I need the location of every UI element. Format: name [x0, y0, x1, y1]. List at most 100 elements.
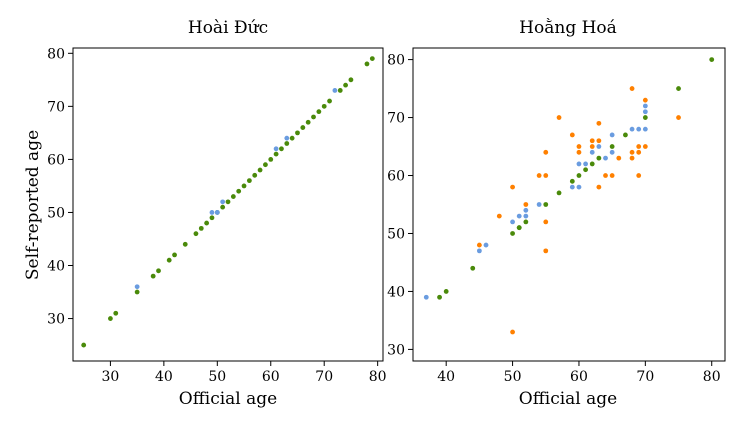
- scatter-point-orange: [642, 97, 648, 103]
- scatter-point-green: [337, 88, 343, 93]
- y-tick-label: 60: [387, 169, 405, 185]
- y-tick-label: 50: [387, 226, 405, 242]
- scatter-point-orange: [496, 213, 502, 219]
- scatter-point-orange: [556, 115, 562, 120]
- scatter-point-green: [305, 119, 311, 125]
- scatter-point-blue: [576, 161, 582, 167]
- panel-hoai-duc-frame: [72, 47, 384, 362]
- scatter-point-orange: [676, 115, 681, 120]
- scatter-point-green: [596, 155, 602, 161]
- y-tick-label: 80: [47, 46, 65, 62]
- panel-hoai-duc-points: [81, 56, 375, 348]
- scatter-point-green: [300, 125, 306, 130]
- scatter-point-blue: [476, 248, 482, 254]
- scatter-point-green: [589, 161, 595, 167]
- scatter-point-green: [241, 183, 247, 189]
- scatter-point-green: [443, 289, 449, 294]
- scatter-point-blue: [629, 126, 635, 132]
- scatter-point-orange: [629, 155, 635, 161]
- scatter-point-blue: [642, 103, 648, 109]
- scatter-point-green: [236, 188, 242, 194]
- scatter-point-green: [583, 167, 588, 173]
- scatter-point-green: [220, 204, 226, 210]
- scatter-point-orange: [543, 149, 549, 155]
- scatter-point-green: [252, 172, 258, 178]
- y-tick-label: 40: [47, 259, 65, 275]
- scatter-point-orange: [629, 149, 635, 155]
- scatter-point-green: [134, 289, 140, 295]
- scatter-point-blue: [510, 219, 515, 225]
- x-tick-label: 40: [155, 369, 173, 385]
- panel-hoang-hoa-xlabel: Official age: [519, 389, 617, 409]
- scatter-point-green: [204, 220, 210, 226]
- scatter-point-green: [113, 310, 119, 316]
- scatter-point-orange: [596, 120, 602, 126]
- scatter-point-green: [198, 225, 204, 231]
- panel-hoai-duc-xlabel: Official age: [179, 389, 277, 409]
- scatter-point-blue: [273, 146, 279, 152]
- panel-hoai-duc-ticks: 30 40 50 60 70 80 30 40 50 60 70 80: [47, 46, 386, 385]
- scatter-point-green: [437, 294, 442, 300]
- scatter-point-blue: [569, 184, 575, 190]
- x-tick-label: 50: [208, 369, 226, 385]
- panel-hoang-hoa-ticks: 40 50 60 70 80 30 40 50 60 70 80: [387, 53, 720, 385]
- scatter-point-green: [556, 190, 562, 196]
- scatter-point-orange: [603, 173, 608, 178]
- panel-hoai-duc-title: Hoài Đức: [188, 18, 268, 38]
- x-tick-label: 80: [703, 369, 721, 385]
- panel-hoang-hoa-frame: [412, 47, 726, 362]
- scatter-point-green: [470, 265, 476, 271]
- scatter-point-blue: [609, 149, 615, 155]
- scatter-point-green: [193, 231, 199, 237]
- scatter-point-orange: [589, 138, 595, 144]
- scatter-point-green: [182, 241, 188, 247]
- scatter-point-blue: [483, 242, 489, 248]
- scatter-point-orange: [636, 144, 642, 149]
- scatter-point-green: [172, 252, 177, 258]
- scatter-point-orange: [642, 144, 648, 149]
- x-tick-label: 40: [437, 369, 455, 385]
- scatter-point-blue: [642, 109, 648, 115]
- scatter-point-blue: [583, 161, 588, 167]
- y-tick-label: 40: [387, 284, 405, 300]
- x-tick-label: 50: [504, 369, 522, 385]
- x-tick-label: 80: [369, 369, 387, 385]
- scatter-point-green: [543, 202, 549, 207]
- scatter-point-blue: [576, 184, 582, 190]
- scatter-point-orange: [510, 184, 515, 190]
- scatter-point-green: [166, 257, 172, 263]
- scatter-point-blue: [523, 213, 529, 219]
- scatter-point-blue: [596, 144, 602, 149]
- scatter-point-green: [230, 194, 236, 199]
- y-tick-label: 30: [387, 342, 405, 358]
- scatter-point-orange: [510, 329, 515, 335]
- scatter-point-orange: [523, 202, 529, 207]
- scatter-point-green: [289, 135, 295, 141]
- scatter-point-blue: [423, 294, 429, 300]
- scatter-point-green: [569, 178, 575, 184]
- scatter-point-orange: [576, 144, 582, 149]
- y-axis-label: Self-reported age: [23, 130, 43, 280]
- scatter-point-blue: [609, 132, 615, 138]
- scatter-point-orange: [543, 219, 549, 225]
- scatter-point-green: [642, 115, 648, 120]
- scatter-point-green: [327, 98, 332, 104]
- scatter-point-green: [311, 114, 316, 120]
- scatter-point-green: [209, 215, 215, 221]
- scatter-point-orange: [589, 144, 595, 149]
- scatter-point-green: [279, 146, 284, 152]
- scatter-point-green: [343, 82, 348, 88]
- scatter-point-green: [523, 219, 529, 225]
- scatter-point-green: [150, 273, 156, 279]
- scatter-point-orange: [536, 173, 542, 178]
- scatter-point-green: [316, 109, 322, 115]
- scatter-point-green: [268, 157, 274, 162]
- scatter-point-blue: [332, 88, 338, 93]
- y-tick-label: 70: [47, 99, 65, 115]
- scatter-point-green: [295, 130, 300, 136]
- scatter-point-green: [273, 151, 279, 157]
- scatter-point-green: [108, 316, 113, 321]
- scatter-point-blue: [589, 149, 595, 155]
- scatter-point-orange: [476, 242, 482, 248]
